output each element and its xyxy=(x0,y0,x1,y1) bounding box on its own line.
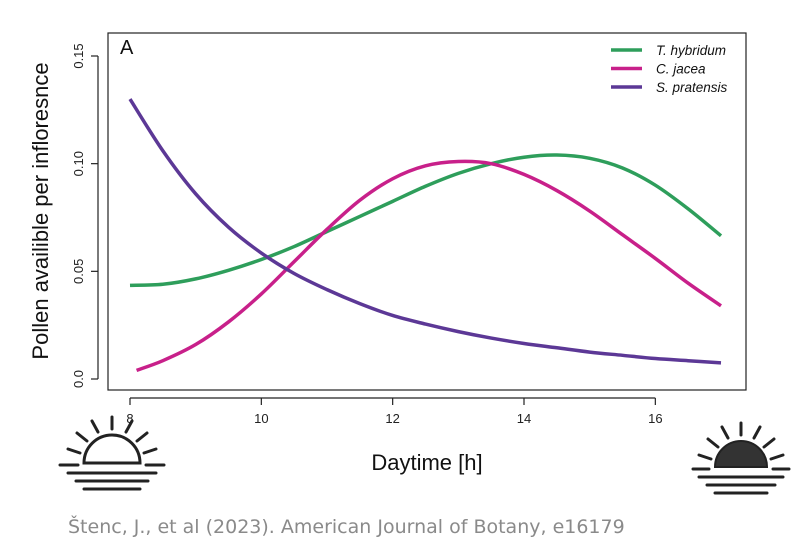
y-axis: 0.0 0.05 0.10 0.15 xyxy=(71,43,99,388)
legend-label-s-pratensis: S. pratensis xyxy=(656,80,728,95)
y-tick-label: 0.05 xyxy=(71,259,86,284)
y-tick-label: 0.0 xyxy=(71,370,86,388)
x-tick-label: 12 xyxy=(385,411,399,426)
series-group xyxy=(128,98,723,373)
plot-frame xyxy=(107,32,747,391)
series-line-t-hybridum xyxy=(129,153,723,288)
legend: T. hybridum C. jacea S. pratensis xyxy=(611,43,728,95)
x-axis-title: Daytime [h] xyxy=(371,450,482,475)
series-line-c-jacea xyxy=(135,159,722,373)
y-axis-title: Pollen availible per infloresnce xyxy=(28,62,53,359)
x-tick-label: 14 xyxy=(517,411,531,426)
series-line-s-pratensis xyxy=(128,98,722,365)
y-tick-label: 0.10 xyxy=(71,151,86,176)
sunset-icon xyxy=(691,421,791,495)
x-tick-label: 8 xyxy=(126,411,133,426)
x-axis: 8 10 12 14 16 xyxy=(126,397,663,426)
x-tick-label: 16 xyxy=(648,411,662,426)
legend-label-t-hybridum: T. hybridum xyxy=(656,43,726,58)
y-tick-label: 0.15 xyxy=(71,43,86,68)
x-tick-label: 10 xyxy=(254,411,268,426)
panel-label: A xyxy=(120,37,134,59)
sunrise-icon xyxy=(58,415,166,491)
legend-label-c-jacea: C. jacea xyxy=(656,62,706,77)
citation: Štenc, J., et al (2023). American Journa… xyxy=(68,516,625,538)
